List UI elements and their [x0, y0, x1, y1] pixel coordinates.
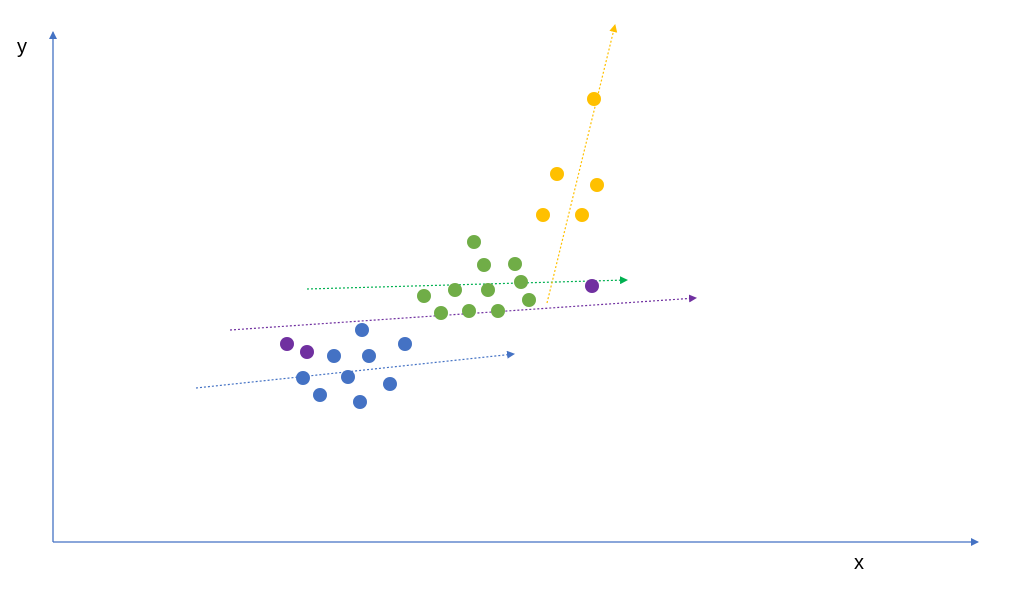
- yellow-arrow: [546, 24, 618, 304]
- green-point: [467, 235, 481, 249]
- green-point: [448, 283, 462, 297]
- direction-arrows: [195, 24, 697, 389]
- yellow-point: [575, 208, 589, 222]
- blue-point: [362, 349, 376, 363]
- blue-point: [355, 323, 369, 337]
- axes: [49, 31, 979, 546]
- x-axis-label: x: [854, 552, 864, 574]
- blue-point: [296, 371, 310, 385]
- yellow-point: [550, 167, 564, 181]
- blue-point: [383, 377, 397, 391]
- green-point: [508, 257, 522, 271]
- blue-point: [341, 370, 355, 384]
- blue-point: [353, 395, 367, 409]
- yellow-point: [536, 208, 550, 222]
- green-arrow: [306, 276, 628, 290]
- purple-point: [280, 337, 294, 351]
- green-point: [417, 289, 431, 303]
- blue-point: [327, 349, 341, 363]
- blue-arrow: [195, 350, 515, 389]
- green-point: [481, 283, 495, 297]
- green-point: [514, 275, 528, 289]
- blue-point: [313, 388, 327, 402]
- green-point: [434, 306, 448, 320]
- yellow-point: [587, 92, 601, 106]
- green-point: [491, 304, 505, 318]
- green-point: [462, 304, 476, 318]
- green-point: [522, 293, 536, 307]
- blue-point: [398, 337, 412, 351]
- yellow-point: [590, 178, 604, 192]
- green-point: [477, 258, 491, 272]
- purple-point: [585, 279, 599, 293]
- y-axis-label: y: [17, 36, 27, 58]
- data-points: [280, 92, 604, 409]
- purple-point: [300, 345, 314, 359]
